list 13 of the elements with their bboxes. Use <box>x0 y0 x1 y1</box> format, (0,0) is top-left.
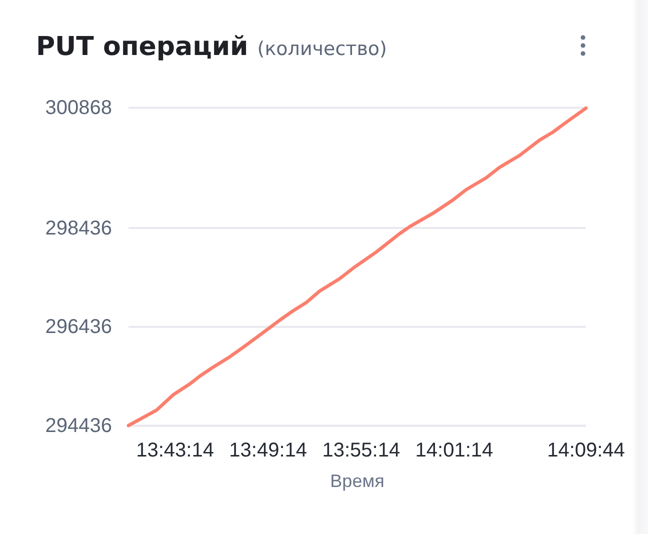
y-tick-label: 300868 <box>45 97 112 120</box>
x-tick-label: 14:01:14 <box>415 440 494 462</box>
x-tick-label: 13:55:14 <box>322 440 400 462</box>
y-tick-label: 296436 <box>45 316 112 338</box>
chart-subtitle: (количество) <box>257 38 387 60</box>
y-tick-label: 298436 <box>45 217 112 240</box>
x-tick-label: 14:09:44 <box>547 440 625 462</box>
x-tick-label: 13:43:14 <box>136 440 214 462</box>
y-tick-label: 294436 <box>45 415 112 438</box>
x-tick-label: 13:49:14 <box>229 440 308 462</box>
line-series <box>126 106 588 428</box>
x-axis-title: Время <box>330 471 384 491</box>
chart-title: PUT операций <box>36 32 248 62</box>
